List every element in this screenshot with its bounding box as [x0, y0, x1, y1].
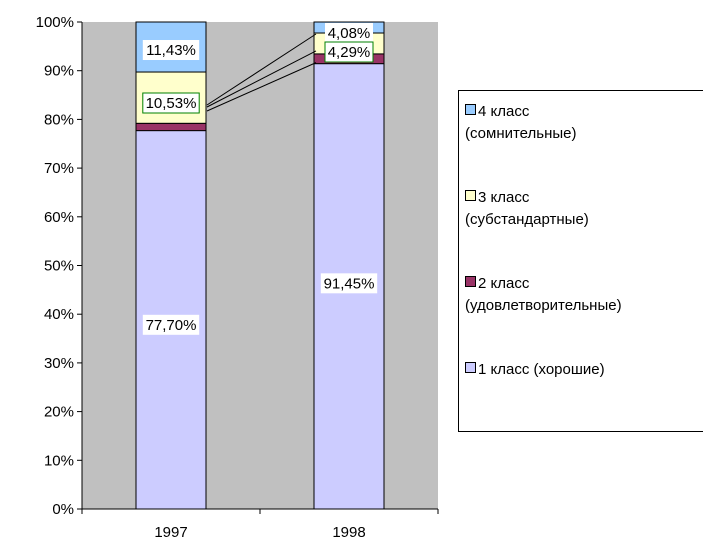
- leader-line-1998-lower: [206, 62, 317, 112]
- y-tick-label: 50%: [44, 258, 74, 275]
- legend-item-class-2: 2 класс (удовлетворительные): [465, 273, 622, 317]
- leader-line-1997-upper: [206, 33, 317, 106]
- data-label-1997-class-4: 11,43%: [146, 42, 196, 59]
- legend-item-class-3: 3 класс (субстандартные): [465, 187, 589, 231]
- y-tick-label: 90%: [44, 63, 74, 80]
- y-tick-label: 100%: [36, 14, 74, 31]
- data-label-1998-class-3-box: [324, 41, 374, 63]
- legend-label-class-4: 4 класс (сомнительные): [465, 103, 577, 142]
- data-label-1998-class-1: 91,45%: [324, 275, 375, 292]
- y-tick-label: 60%: [44, 209, 74, 226]
- data-label-1997-class-1: 77,70%: [146, 317, 197, 334]
- y-tick-label: 0%: [52, 501, 74, 518]
- y-tick-label: 80%: [44, 111, 74, 128]
- x-tick-label: 1997: [154, 524, 187, 541]
- data-label-1997-class-3: 10,53%: [146, 95, 197, 112]
- legend-label-class-2: 2 класс (удовлетворительные): [465, 275, 622, 314]
- data-label-1997-class-1-bg: [142, 314, 200, 335]
- legend: 4 класс (сомнительные) 3 класс (субстанд…: [458, 90, 703, 432]
- y-tick-label: 70%: [44, 160, 74, 177]
- legend-swatch-class-3: [465, 190, 476, 201]
- data-label-1998-class-4-bg: [325, 23, 373, 43]
- legend-swatch-class-4: [465, 104, 476, 115]
- data-label-1998-class-3: 4,29%: [328, 44, 371, 61]
- legend-item-class-1: 1 класс (хорошие): [465, 359, 605, 381]
- legend-label-class-1: 1 класс (хорошие): [478, 361, 605, 378]
- data-label-1997-class-4-bg: [142, 40, 200, 61]
- legend-swatch-class-1: [465, 362, 476, 373]
- y-tick-label: 20%: [44, 404, 74, 421]
- data-label-1997-class-3-box: [142, 92, 200, 114]
- y-tick-label: 30%: [44, 355, 74, 372]
- leader-line-1997: [206, 50, 317, 108]
- plot-area: [82, 22, 438, 509]
- data-label-1998-class-4: 4,08%: [328, 25, 371, 42]
- data-label-1998-class-1-bg: [320, 273, 378, 294]
- legend-label-class-3: 3 класс (субстандартные): [465, 189, 589, 228]
- legend-swatch-class-2: [465, 276, 476, 287]
- y-tick-label: 10%: [44, 452, 74, 469]
- legend-item-class-4: 4 класс (сомнительные): [465, 101, 577, 145]
- bar-segment-1997-series-2: [135, 122, 207, 132]
- x-tick-label: 1998: [332, 524, 365, 541]
- y-tick-label: 40%: [44, 306, 74, 323]
